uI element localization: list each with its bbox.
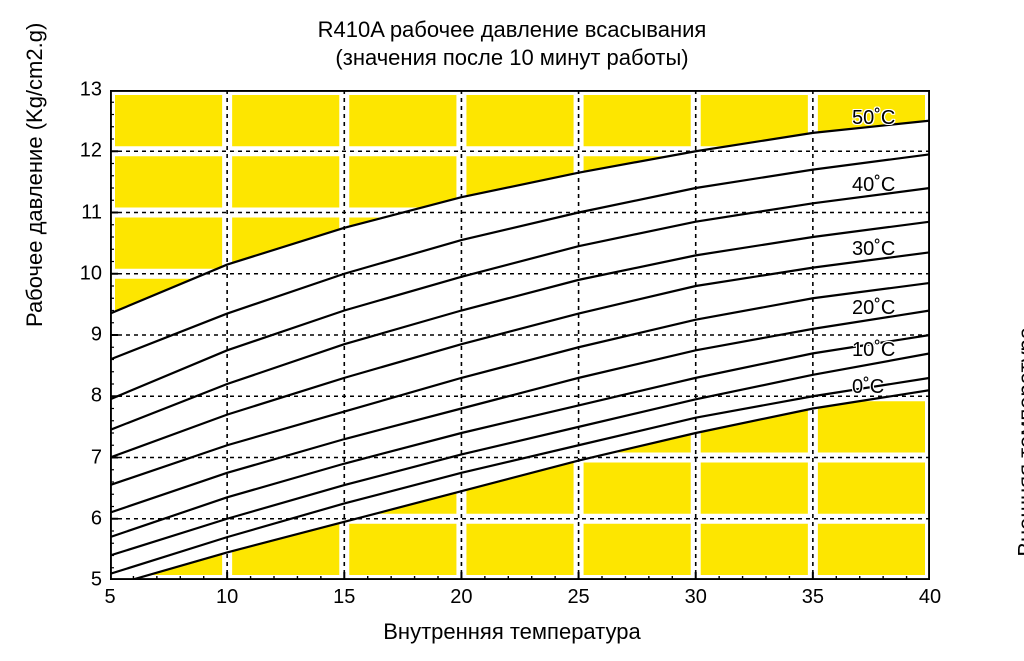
title-line1: R410A рабочее давление всасывания [318,17,707,42]
curve-label: 20˚C [852,297,895,320]
curve-label: 40˚C [852,174,895,197]
curve-label: 0˚C [852,376,884,399]
x-tick-label: 20 [450,586,472,609]
x-tick-label: 25 [567,586,589,609]
y-tick-label: 13 [62,79,102,102]
curve-label: 50˚C [852,107,895,130]
title-line2: (значения после 10 минут работы) [335,45,688,70]
curve-label: 30˚C [852,238,895,261]
y-tick-label: 7 [62,446,102,469]
chart-plot-area: 5101520253035405678910111213 0˚C10˚C20˚C… [110,90,930,580]
y-tick-label: 12 [62,140,102,163]
x-tick-label: 40 [919,586,941,609]
chart-svg [110,90,930,580]
y-tick-label: 9 [62,324,102,347]
y-axis-label-right: Внешняя температура [1014,327,1024,557]
y-tick-label: 11 [62,201,102,224]
y-axis-label-left: Рабочее давление (Kg/cm2.g) [22,23,48,327]
y-tick-label: 5 [62,569,102,592]
x-tick-label: 10 [216,586,238,609]
x-tick-label: 35 [802,586,824,609]
y-tick-label: 6 [62,507,102,530]
y-tick-label: 10 [62,262,102,285]
page-root: R410A рабочее давление всасывания (значе… [0,0,1024,661]
x-tick-label: 15 [333,586,355,609]
x-axis-label: Внутренняя температура [0,619,1024,645]
y-tick-label: 8 [62,385,102,408]
chart-title: R410A рабочее давление всасывания (значе… [0,16,1024,71]
x-tick-label: 5 [104,586,115,609]
curve-label: 10˚C [852,339,895,362]
x-tick-label: 30 [685,586,707,609]
